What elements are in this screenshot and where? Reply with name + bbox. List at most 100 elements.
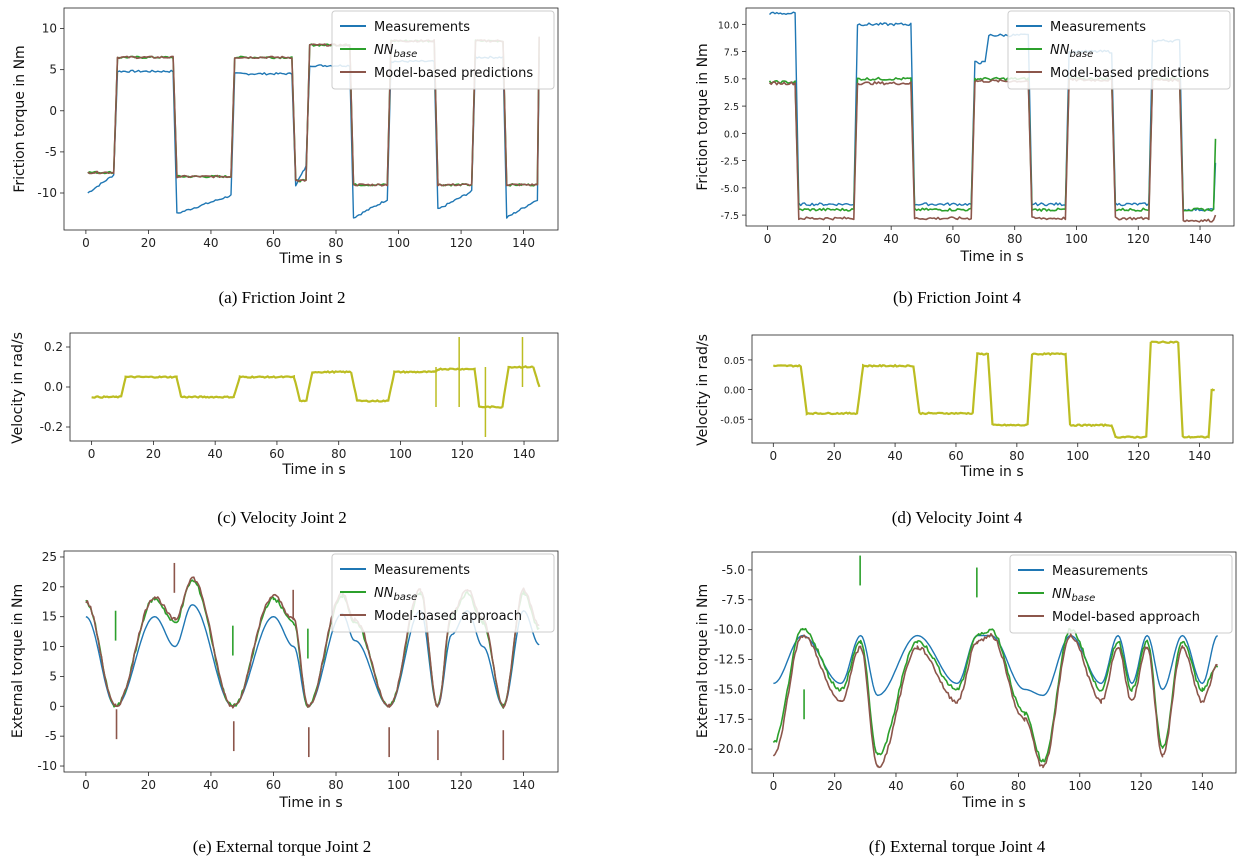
- x-axis-label-e: Time in s: [278, 795, 342, 811]
- panel-d: 0 20 40 60 80 100 120 140 0.05 0.00 -0.05 Time in …: [695, 334, 1234, 527]
- x-tick-label-e-0: 0: [82, 778, 90, 792]
- y-tick-label-f-6: -20.0: [714, 742, 745, 756]
- y-axis-label-f: External torque in Nm: [695, 584, 711, 738]
- x-tick-label-d-0: 0: [769, 449, 777, 463]
- x-tick-label-f-0: 0: [770, 779, 778, 793]
- y-tick-label-b-2: 5.0: [724, 75, 739, 86]
- x-tick-label-c-3: 60: [269, 447, 284, 461]
- plot-area-f: [751, 551, 1237, 774]
- series-layer-a: [87, 36, 540, 219]
- legend-a: Measurements NNbase Model-based prediction…: [331, 10, 555, 90]
- x-tick-label-c-7: 140: [513, 447, 536, 461]
- y-tick-label-a-2: 0: [49, 104, 57, 118]
- x-tick-label-f-3: 60: [950, 779, 965, 793]
- ticks-e: 0 20 40 60 80 100 120 140 25 20 15 10 5 0 -5 -10: [37, 550, 535, 792]
- x-tick-label-e-6: 120: [450, 778, 473, 792]
- y-tick-label-d-1: 0.00: [724, 386, 745, 397]
- velocity-series-d: [772, 340, 1215, 439]
- y-tick-label-b-0: 10.0: [718, 20, 739, 31]
- x-tick-label-a-6: 120: [450, 236, 473, 250]
- legend-f: Measurements NNbase Model-based approach: [1009, 554, 1233, 634]
- legend-label-f-2: Model-based approach: [1052, 610, 1200, 625]
- y-tick-label-e-0: 25: [42, 550, 57, 564]
- legend-label-e-2: Model-based approach: [374, 609, 522, 624]
- y-tick-label-a-3: -5: [45, 145, 57, 159]
- y-axis-label-c: Velocity in rad/s: [10, 332, 26, 444]
- y-tick-label-e-1: 20: [42, 580, 57, 594]
- x-tick-label-d-3: 60: [948, 449, 963, 463]
- legend-label-b-1: NNbase: [1050, 43, 1093, 60]
- x-tick-label-d-5: 100: [1066, 449, 1089, 463]
- y-tick-label-d-0: 0.05: [724, 356, 745, 367]
- x-tick-label-f-6: 120: [1130, 779, 1153, 793]
- series-f-1: [772, 627, 1219, 763]
- x-tick-label-a-2: 40: [203, 236, 218, 250]
- y-tick-label-f-2: -10.0: [714, 623, 745, 637]
- y-axis-label-d: Velocity in rad/s: [695, 334, 711, 446]
- y-tick-label-f-3: -12.5: [714, 653, 745, 667]
- x-tick-label-d-2: 40: [887, 449, 902, 463]
- y-tick-label-b-6: -5.0: [720, 184, 739, 195]
- x-tick-label-b-5: 100: [1065, 232, 1088, 246]
- series-layer-f: [772, 555, 1219, 769]
- x-tick-label-c-0: 0: [88, 447, 96, 461]
- caption-b: (b) Friction Joint 4: [893, 288, 1021, 307]
- x-axis-label-c: Time in s: [281, 462, 345, 478]
- x-tick-label-e-4: 80: [328, 778, 343, 792]
- x-tick-label-b-7: 140: [1189, 232, 1212, 246]
- y-tick-label-f-1: -7.5: [722, 593, 745, 607]
- y-tick-label-e-7: -10: [37, 759, 57, 773]
- caption-a: (a) Friction Joint 2: [218, 288, 345, 307]
- x-tick-label-a-7: 140: [512, 236, 535, 250]
- x-tick-label-d-1: 20: [827, 449, 842, 463]
- plot-area-e: [63, 550, 559, 773]
- y-tick-label-f-0: -5.0: [722, 563, 745, 577]
- y-tick-label-d-2: -0.05: [720, 415, 745, 426]
- velocity-series-c: [91, 365, 541, 409]
- x-tick-label-b-6: 120: [1127, 232, 1150, 246]
- y-tick-label-e-3: 10: [42, 640, 57, 654]
- caption-e: (e) External torque Joint 2: [193, 837, 371, 856]
- x-tick-label-b-4: 80: [1007, 232, 1022, 246]
- y-tick-label-e-4: 5: [49, 669, 57, 683]
- x-tick-label-e-7: 140: [512, 778, 535, 792]
- x-tick-label-f-5: 100: [1068, 779, 1091, 793]
- series-b-0: [769, 11, 1217, 212]
- x-tick-label-f-2: 40: [888, 779, 903, 793]
- series-b-2: [768, 77, 1217, 223]
- legend-box-b: [1007, 10, 1231, 90]
- caption-f: (f) External torque Joint 4: [869, 837, 1046, 856]
- x-axis-label-d: Time in s: [959, 464, 1023, 480]
- legend-box-f: [1009, 554, 1233, 634]
- legend-label-a-2: Model-based predictions: [374, 66, 533, 81]
- legend-label-b-0: Measurements: [1050, 20, 1146, 35]
- x-tick-label-f-4: 80: [1011, 779, 1026, 793]
- y-tick-label-b-5: -2.5: [720, 157, 739, 168]
- x-tick-label-d-4: 80: [1009, 449, 1024, 463]
- y-tick-label-e-6: -5: [45, 729, 57, 743]
- ticks-d: 0 20 40 60 80 100 120 140 0.05 0.00 -0.05: [720, 356, 1211, 463]
- x-axis-label-b: Time in s: [959, 249, 1023, 265]
- series-f-0: [773, 634, 1219, 697]
- panel-b: 0 20 40 60 80 100 120 140 10.0 7.5 5.0 2.5 0.0 -2.5 -5…: [695, 7, 1235, 307]
- series-b-1: [768, 76, 1217, 212]
- x-tick-label-c-5: 100: [389, 447, 412, 461]
- panel-f: 0 20 40 60 80 100 120 140 -5.0 -7.5 -10.0 -12.5 -15.…: [695, 551, 1237, 856]
- y-axis-label-b: Friction torque in Nm: [695, 43, 711, 190]
- y-tick-label-b-1: 7.5: [724, 48, 739, 59]
- x-axis-label-a: Time in s: [278, 251, 342, 267]
- x-tick-label-f-7: 140: [1191, 779, 1214, 793]
- x-tick-label-a-4: 80: [328, 236, 343, 250]
- x-tick-label-e-3: 60: [266, 778, 281, 792]
- panel-c: 0 20 40 60 80 100 120 140 0.2 0.0 -0.2 Time in s V…: [10, 332, 559, 527]
- x-axis-label-f: Time in s: [961, 795, 1025, 811]
- ticks-b: 0 20 40 60 80 100 120 140 10.0 7.5 5.0 2.5 0.0 -2.5 -5…: [718, 20, 1212, 246]
- plot-area-d: [751, 334, 1234, 444]
- y-tick-label-a-4: -10: [37, 186, 57, 200]
- y-tick-label-c-1: 0.0: [44, 380, 63, 394]
- x-tick-label-e-5: 100: [387, 778, 410, 792]
- x-tick-label-a-3: 60: [266, 236, 281, 250]
- y-tick-label-f-4: -15.0: [714, 682, 745, 696]
- panel-e: 0 20 40 60 80 100 120 140 25 20 15 10 5 0 -5 -10 Time i…: [10, 550, 559, 856]
- x-tick-label-f-1: 20: [827, 779, 842, 793]
